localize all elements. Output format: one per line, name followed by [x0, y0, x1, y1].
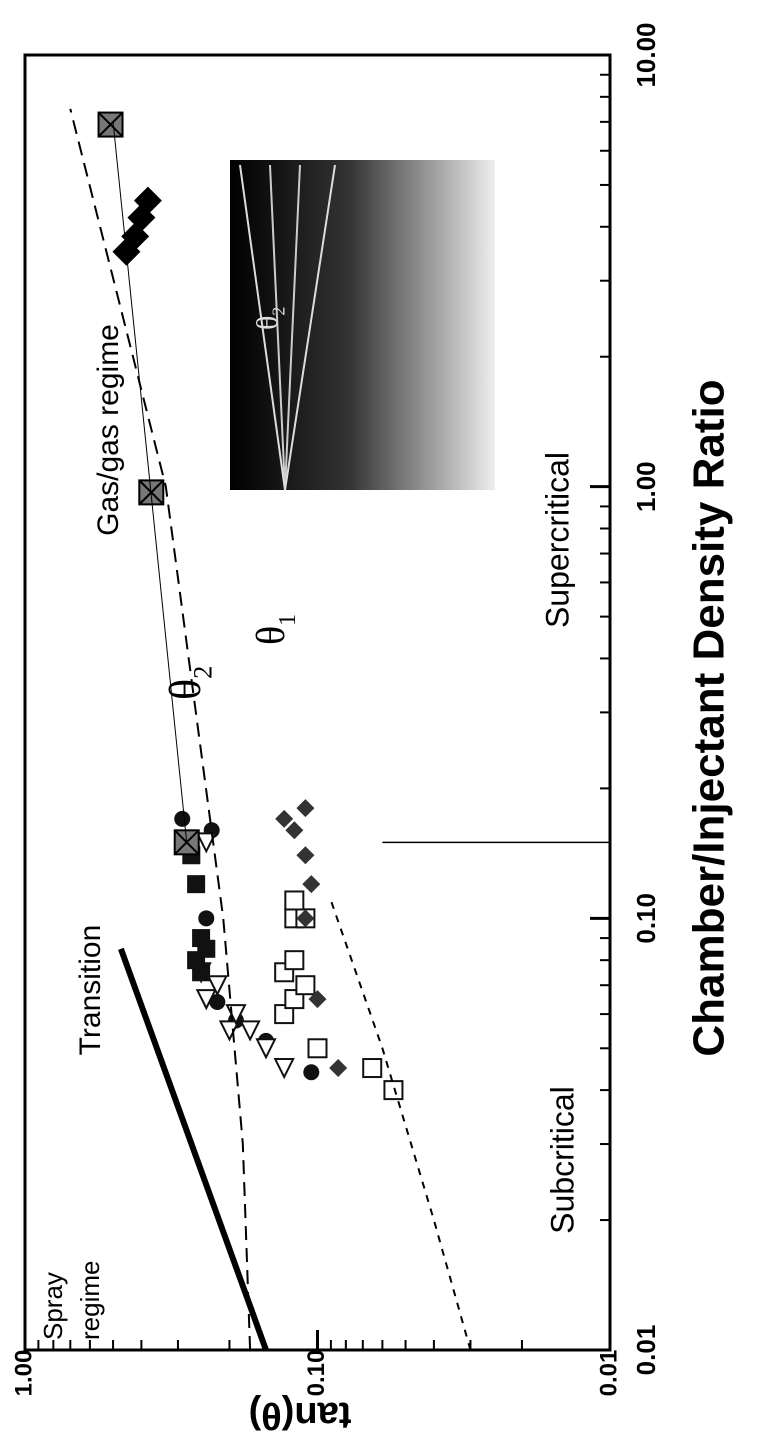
annotation: Spray: [38, 1272, 68, 1340]
marker: [302, 875, 321, 894]
marker: [174, 810, 191, 827]
inset-edge: [269, 164, 286, 491]
marker: [307, 1038, 328, 1059]
theta-symbol: θ: [248, 626, 293, 645]
theta-subscript: 1: [275, 614, 301, 626]
theta-label: θ2: [251, 307, 289, 330]
inset-edge: [284, 164, 336, 491]
marker: [273, 1058, 295, 1080]
annotation: regime: [75, 1261, 105, 1340]
series-line: [329, 900, 472, 1351]
marker: [296, 909, 315, 928]
theta-symbol: θ: [161, 679, 210, 700]
series-line: [69, 108, 252, 1351]
y-tick-label: 0.10: [303, 1350, 330, 1397]
marker: [284, 950, 305, 971]
marker-cross: [97, 111, 124, 138]
marker: [275, 809, 294, 828]
x-tick-label: 10.00: [631, 22, 661, 87]
marker: [198, 910, 215, 927]
marker: [195, 832, 217, 854]
marker: [285, 821, 304, 840]
theta-subscript: 2: [269, 307, 289, 316]
marker: [383, 1080, 404, 1101]
marker: [329, 1059, 348, 1078]
marker: [284, 890, 305, 911]
x-tick-label: 0.01: [631, 1325, 661, 1376]
marker: [362, 1058, 383, 1079]
series-line: [118, 947, 269, 1352]
marker: [308, 990, 327, 1009]
inset-edge: [239, 164, 286, 491]
marker: [296, 799, 315, 818]
marker: [121, 222, 150, 251]
x-tick-label: 0.10: [631, 893, 661, 944]
theta-label: θ2: [161, 666, 217, 700]
marker: [274, 1004, 295, 1025]
theta-subscript: 2: [187, 666, 217, 679]
marker: [239, 1020, 261, 1042]
marker: [97, 111, 124, 138]
marker: [303, 1064, 320, 1081]
marker: [127, 203, 156, 232]
y-axis-title: tan(θ): [249, 1394, 352, 1435]
marker: [295, 975, 316, 996]
marker-cross: [173, 829, 200, 856]
marker: [187, 875, 206, 894]
marker: [255, 1038, 277, 1060]
y-tick-label: 1.00: [10, 1350, 37, 1397]
marker: [296, 846, 315, 865]
annotation: Transition: [74, 925, 107, 1056]
marker: [192, 929, 211, 948]
series-line: [112, 121, 188, 843]
marker: [206, 975, 228, 997]
marker: [195, 989, 217, 1011]
annotation: Supercritical: [539, 452, 575, 628]
inset-edge: [284, 164, 301, 491]
theta-label: θ1: [248, 614, 300, 645]
x-axis-title: Chamber/Injectant Density Ratio: [685, 379, 734, 1056]
x-tick-label: 1.00: [631, 461, 661, 512]
marker: [209, 993, 226, 1010]
annotation: Subcritical: [544, 1086, 580, 1234]
annotation: Gas/gas regime: [92, 324, 125, 536]
marker: [133, 186, 162, 215]
theta-symbol: θ: [251, 316, 284, 330]
y-tick-label: 0.01: [595, 1350, 622, 1397]
